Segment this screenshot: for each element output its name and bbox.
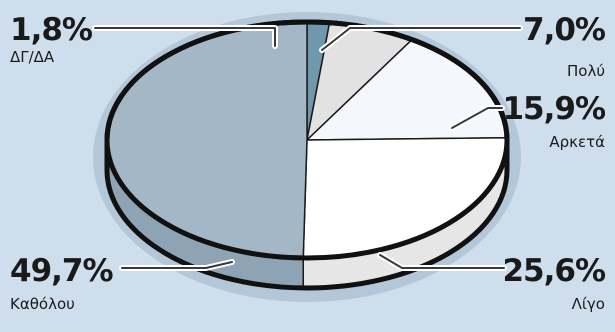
pie-outline-top — [104, 19, 510, 261]
leader-line-dgda — [94, 27, 276, 47]
category-label-katholou: Καθόλου — [10, 295, 75, 313]
value-label-ligo: 25,6% — [502, 253, 606, 289]
value-label-poly: 7,0% — [523, 12, 606, 48]
leader-line-poly — [321, 27, 521, 51]
category-label-ligo: Λίγο — [571, 295, 605, 313]
leader-line-arketa — [451, 107, 503, 129]
category-label-poly: Πολύ — [566, 62, 605, 80]
leader-line-ligo — [379, 254, 505, 269]
leader-line-katholou — [121, 261, 233, 269]
category-label-dgda: ΔΓ/ΔΑ — [10, 48, 55, 66]
category-label-arketa: Αρκετά — [549, 133, 605, 151]
value-label-dgda: 1,8% — [10, 12, 93, 48]
value-label-katholou: 49,7% — [10, 253, 114, 289]
value-label-arketa: 15,9% — [502, 91, 606, 127]
